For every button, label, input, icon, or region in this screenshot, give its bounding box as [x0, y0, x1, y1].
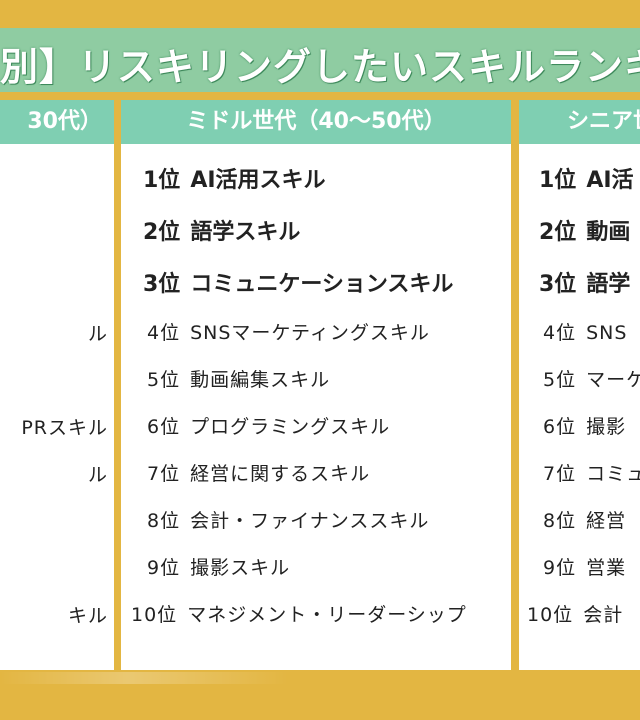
ranking-item-8: 8位 経営: [543, 506, 626, 533]
list-item: ル: [87, 464, 108, 486]
list-item: PRスキル: [21, 417, 108, 439]
rank-label: 7位: [147, 463, 181, 485]
ranking-item-1: 1位 AI活: [539, 162, 634, 194]
rank-label: 2位: [539, 220, 577, 245]
ranking-item-6: 6位 プログラミングスキル: [147, 412, 390, 439]
skill-label: コミュ: [586, 463, 640, 485]
ranking-item-10: 10位 マネジメント・リーダーシップ: [131, 600, 467, 627]
rank-label: 1位: [539, 168, 577, 193]
rank-label: 10位: [527, 604, 574, 626]
skill-label: 語学: [586, 272, 631, 297]
ranking-title: 別】リスキリングしたいスキルランキン: [0, 45, 640, 89]
skill-label: 動画編集スキル: [190, 369, 331, 391]
ranking-item-10: 10位 会計: [527, 600, 623, 627]
ranking-item-2: 2位 語学スキル: [143, 214, 300, 246]
skill-label: AI活用スキル: [190, 168, 326, 193]
rank-label: 9位: [147, 557, 181, 579]
skill-label: 経営: [586, 510, 627, 532]
ranking-item-2: 2位 動画: [539, 214, 630, 246]
ranking-item-3: 3位 コミュニケーションスキル: [143, 266, 453, 298]
rank-label: 5位: [147, 369, 181, 391]
ranking-item-7: 7位 コミュ: [543, 459, 640, 486]
decorative-stripe: [0, 672, 640, 684]
rank-label: 1位: [143, 168, 181, 193]
skill-label: 撮影スキル: [190, 557, 291, 579]
rank-label: 3位: [539, 272, 577, 297]
rank-label: 4位: [543, 322, 577, 344]
ranking-item-5: 5位 マーケ: [543, 365, 640, 392]
ranking-item-6: 6位 撮影: [543, 412, 626, 439]
panel-header-middle: ミドル世代（40～50代）: [121, 100, 511, 144]
rank-label: 3位: [143, 272, 181, 297]
ranking-item-1: 1位 AI活用スキル: [143, 162, 326, 194]
rank-label: 9位: [543, 557, 577, 579]
ranking-item-7: 7位 経営に関するスキル: [147, 459, 370, 486]
rank-label: 8位: [147, 510, 181, 532]
panel-young-generation: 30代） ル PRスキル ル キル: [0, 100, 114, 670]
skill-label: 動画: [586, 220, 631, 245]
panel-middle-generation: ミドル世代（40～50代） 1位 AI活用スキル 2位 語学スキル 3位 コミュニケー…: [121, 100, 511, 670]
rank-label: 10位: [131, 604, 178, 626]
title-band: 別】リスキリングしたいスキルランキン: [0, 28, 640, 92]
rank-label: 6位: [147, 416, 181, 438]
skill-label: 語学スキル: [190, 220, 301, 245]
skill-label: プログラミングスキル: [190, 416, 391, 438]
skill-label: SNS: [586, 322, 628, 344]
rank-label: 5位: [543, 369, 577, 391]
skill-label: コミュニケーションスキル: [190, 272, 454, 297]
skill-label: 営業: [586, 557, 627, 579]
skill-label: マネジメント・リーダーシップ: [187, 604, 467, 626]
rank-label: 6位: [543, 416, 577, 438]
skill-label: SNSマーケティングスキル: [190, 322, 430, 344]
panel-header-senior: シニア世: [519, 100, 640, 144]
ranking-item-8: 8位 会計・ファイナンススキル: [147, 506, 429, 533]
list-item: ル: [87, 323, 108, 345]
skill-label: 撮影: [586, 416, 627, 438]
ranking-item-3: 3位 語学: [539, 266, 630, 298]
skill-label: 会計: [583, 604, 624, 626]
skill-label: マーケ: [586, 369, 640, 391]
ranking-item-5: 5位 動画編集スキル: [147, 365, 330, 392]
ranking-item-4: 4位 SNSマーケティングスキル: [147, 318, 430, 345]
list-item: キル: [67, 605, 108, 627]
ranking-item-9: 9位 撮影スキル: [147, 553, 290, 580]
rank-label: 4位: [147, 322, 181, 344]
skill-label: 経営に関するスキル: [190, 463, 371, 485]
panel-header-young: 30代）: [0, 100, 114, 144]
skill-label: AI活: [586, 168, 634, 193]
rank-label: 7位: [543, 463, 577, 485]
ranking-item-9: 9位 営業: [543, 553, 626, 580]
rank-label: 2位: [143, 220, 181, 245]
skill-label: 会計・ファイナンススキル: [190, 510, 430, 532]
rank-label: 8位: [543, 510, 577, 532]
ranking-item-4: 4位 SNS: [543, 318, 627, 345]
